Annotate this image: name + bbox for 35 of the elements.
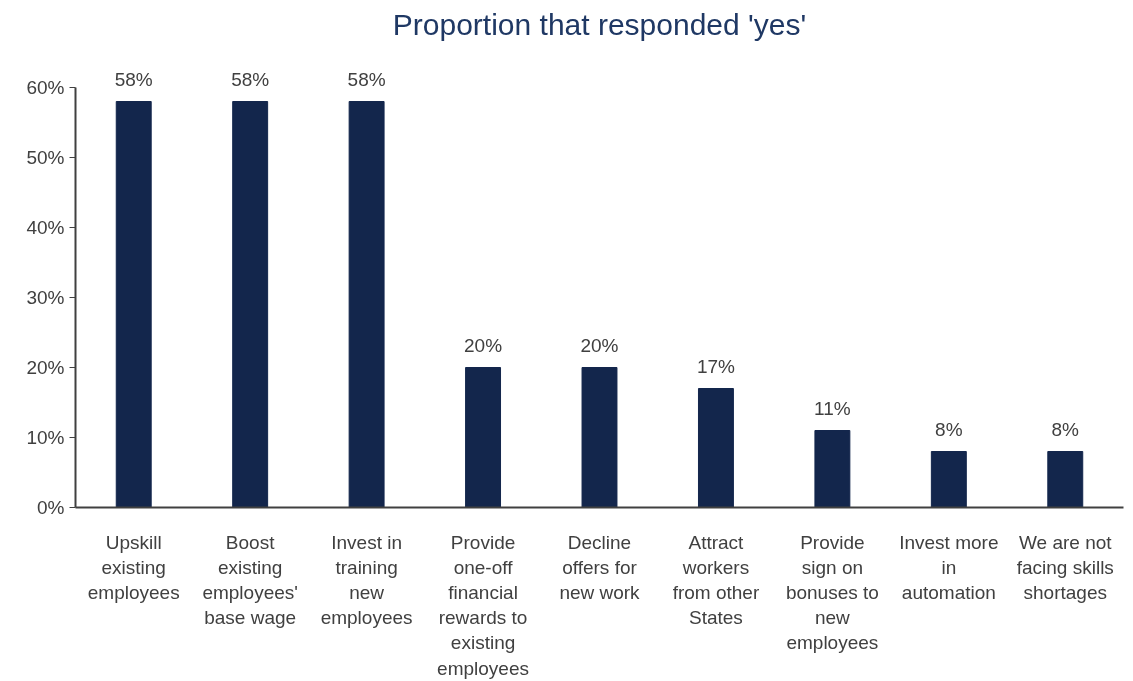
- data-label: 11%: [814, 397, 851, 419]
- x-tick-label: Provide sign on bonuses to new employees: [785, 531, 879, 654]
- bar: [348, 101, 385, 508]
- bar: [814, 430, 851, 508]
- x-tick-label: Invest in training new employees: [320, 531, 413, 629]
- data-label: 8%: [1051, 418, 1080, 440]
- data-label: 58%: [347, 68, 386, 90]
- data-label: 58%: [114, 68, 153, 90]
- data-label: 58%: [231, 68, 270, 90]
- bar: [697, 388, 734, 508]
- x-tick-label: Provide one-off financial rewards to existing employees: [437, 531, 529, 679]
- bar: [232, 101, 269, 508]
- y-tick-label: 40%: [26, 217, 65, 238]
- data-label: 20%: [580, 334, 619, 356]
- y-tick-label: 60%: [26, 77, 65, 98]
- x-tick-label: Upskill existing employees: [87, 531, 180, 603]
- bar: [1047, 451, 1084, 508]
- data-label: 20%: [464, 334, 503, 356]
- data-label: 17%: [696, 355, 736, 377]
- chart-title: Proportion that responded 'yes': [392, 7, 807, 41]
- bar: [115, 101, 152, 508]
- x-tick-label: Decline offers for new work: [559, 531, 641, 603]
- bar: [465, 367, 502, 508]
- x-tick-label: Invest more in automation: [899, 531, 999, 603]
- bar: [581, 367, 618, 508]
- x-tick-label: Boost existing employees' base wage: [202, 531, 298, 629]
- bar: [930, 451, 967, 508]
- x-tick-label: Attract workers from other States: [672, 531, 760, 629]
- y-tick-label: 20%: [26, 357, 65, 378]
- y-tick-label: 50%: [26, 147, 65, 168]
- data-label: 8%: [935, 418, 963, 440]
- x-tick-label: We are not facing skills shortages: [1016, 531, 1114, 603]
- y-tick-label: 30%: [26, 287, 65, 308]
- y-tick-label: 0%: [37, 497, 65, 518]
- y-tick-label: 10%: [26, 427, 65, 448]
